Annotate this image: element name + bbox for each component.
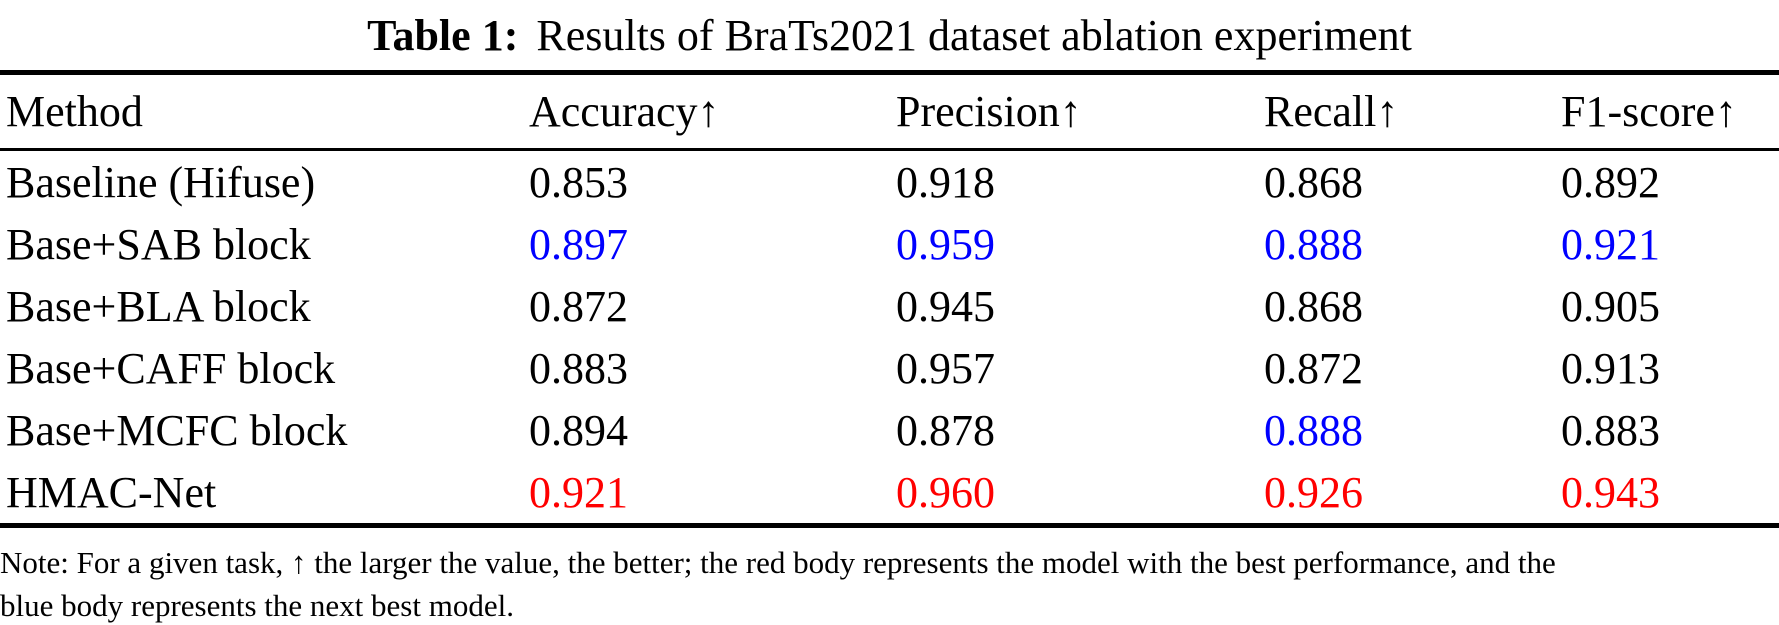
column-header-method: Method [6,87,143,136]
value-cell: 0.892 [1561,157,1660,207]
value-cell: 0.883 [529,343,628,393]
method-cell: Base+CAFF block [6,343,336,393]
value-cell: 0.883 [1561,405,1660,455]
value-cell: 0.868 [1264,157,1363,207]
method-cell: Base+SAB block [6,219,311,269]
value-cell: 0.960 [896,467,995,517]
note-line-1: Note: For a given task, ↑ the larger the… [0,545,1556,580]
value-cell: 0.921 [529,467,628,517]
header-rule [0,148,1779,151]
method-cell: Baseline (Hifuse) [6,157,316,207]
value-cell: 0.872 [1264,343,1363,393]
method-cell: Base+MCFC block [6,405,348,455]
value-cell: 0.959 [896,219,995,269]
value-cell: 0.918 [896,157,995,207]
method-cell: HMAC-Net [6,467,217,517]
value-cell: 0.872 [529,281,628,331]
table-row: Base+CAFF block 0.883 0.957 0.872 0.913 [0,337,1779,399]
table-row: Base+MCFC block 0.894 0.878 0.888 0.883 [0,399,1779,461]
column-header-recall: Recall↑ [1264,87,1399,136]
value-cell: 0.878 [896,405,995,455]
table-row: Base+SAB block 0.897 0.959 0.888 0.921 [0,213,1779,275]
value-cell: 0.913 [1561,343,1660,393]
method-cell: Base+BLA block [6,281,311,331]
value-cell: 0.905 [1561,281,1660,331]
column-header-precision: Precision↑ [896,87,1082,136]
value-cell: 0.888 [1264,405,1363,455]
top-rule [0,70,1779,75]
table-header-row: Method Accuracy↑ Precision↑ Recall↑ F1-s… [0,75,1779,148]
note-line-2: blue body represents the next best model… [0,588,514,623]
value-cell: 0.957 [896,343,995,393]
value-cell: 0.921 [1561,219,1660,269]
column-header-accuracy: Accuracy↑ [529,87,720,136]
table-title-text: Results of BraTs2021 dataset ablation ex… [536,10,1412,60]
table-row: Base+BLA block 0.872 0.945 0.868 0.905 [0,275,1779,337]
value-cell: 0.888 [1264,219,1363,269]
table-note: Note: For a given task, ↑ the larger the… [0,528,1779,625]
value-cell: 0.897 [529,219,628,269]
value-cell: 0.853 [529,157,628,207]
table-row: Baseline (Hifuse) 0.853 0.918 0.868 0.89… [0,151,1779,213]
value-cell: 0.894 [529,405,628,455]
table-title-label: Table 1: [367,10,519,60]
value-cell: 0.943 [1561,467,1660,517]
table-title: Table 1: Results of BraTs2021 dataset ab… [0,0,1779,70]
column-header-f1: F1-score↑ [1561,87,1737,136]
value-cell: 0.868 [1264,281,1363,331]
value-cell: 0.926 [1264,467,1363,517]
bottom-rule [0,523,1779,528]
table-row: HMAC-Net 0.921 0.960 0.926 0.943 [0,461,1779,523]
table-body: Baseline (Hifuse) 0.853 0.918 0.868 0.89… [0,151,1779,523]
value-cell: 0.945 [896,281,995,331]
